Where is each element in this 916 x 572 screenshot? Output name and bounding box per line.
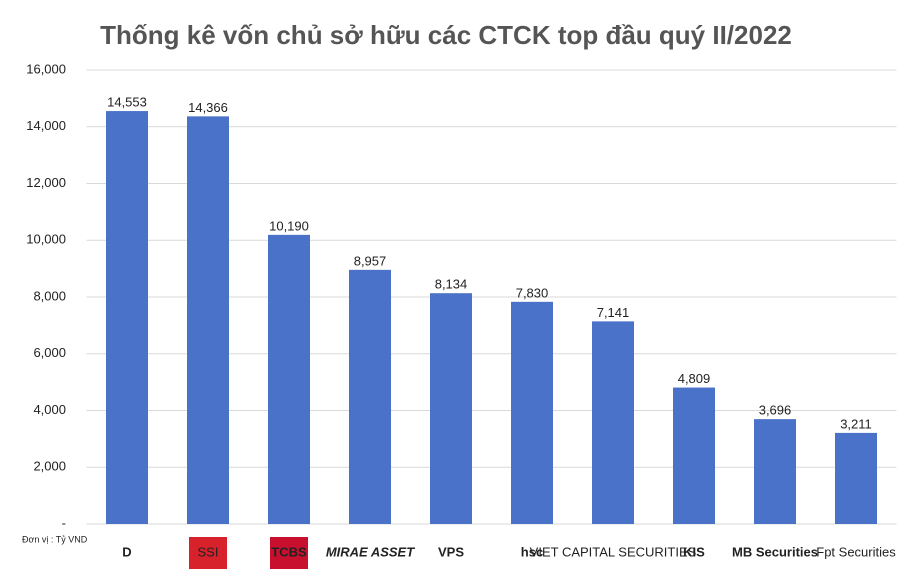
bar: [835, 432, 877, 524]
x-tick-label: KIS: [683, 544, 705, 559]
value-label: 7,830: [516, 285, 549, 300]
value-label: 8,957: [354, 253, 387, 268]
x-tick-label: Fpt Securities: [816, 544, 896, 559]
bar: [430, 293, 472, 524]
x-tick-label: hsc: [521, 544, 543, 559]
value-label: 8,134: [435, 277, 468, 292]
bar: [673, 387, 715, 524]
x-tick-label: TCBS: [271, 544, 307, 559]
bar: [106, 111, 148, 524]
bar: [592, 321, 634, 524]
value-label: 7,141: [597, 305, 630, 320]
chart-title: Thống kê vốn chủ sở hữu các CTCK top đầu…: [100, 20, 792, 50]
x-tick-label: D: [122, 544, 131, 559]
y-tick-label: 4,000: [33, 402, 66, 417]
x-tick-label: VPS: [438, 544, 464, 559]
bar: [754, 419, 796, 524]
value-label: 4,809: [678, 371, 711, 386]
bar: [187, 116, 229, 525]
value-label: 3,696: [759, 403, 792, 418]
value-label: 10,190: [269, 218, 309, 233]
y-tick-label: 10,000: [26, 232, 66, 247]
bar: [349, 269, 391, 524]
value-label: 14,366: [188, 100, 228, 115]
logo-box: [189, 537, 227, 569]
x-tick-label: VIET CAPITAL SECURITIES: [530, 544, 697, 559]
y-tick-label: 8,000: [33, 288, 66, 303]
bar: [511, 301, 553, 524]
y-tick-label: 14,000: [26, 118, 66, 133]
y-tick-label: 2,000: [33, 459, 66, 474]
y-tick-label: 12,000: [26, 175, 66, 190]
x-tick-label: SSI: [198, 544, 219, 559]
logo-box: [270, 537, 308, 569]
value-label: 3,211: [840, 416, 872, 431]
unit-note: Đơn vị : Tỷ VND: [22, 534, 88, 544]
value-label: 14,553: [107, 94, 147, 109]
y-tick-label: -: [62, 515, 66, 530]
y-tick-label: 6,000: [33, 345, 66, 360]
bar: [268, 234, 310, 524]
y-tick-label: 16,000: [26, 61, 66, 76]
x-tick-label: MB Securities: [732, 544, 818, 559]
x-tick-label: MIRAE ASSET: [326, 544, 415, 559]
